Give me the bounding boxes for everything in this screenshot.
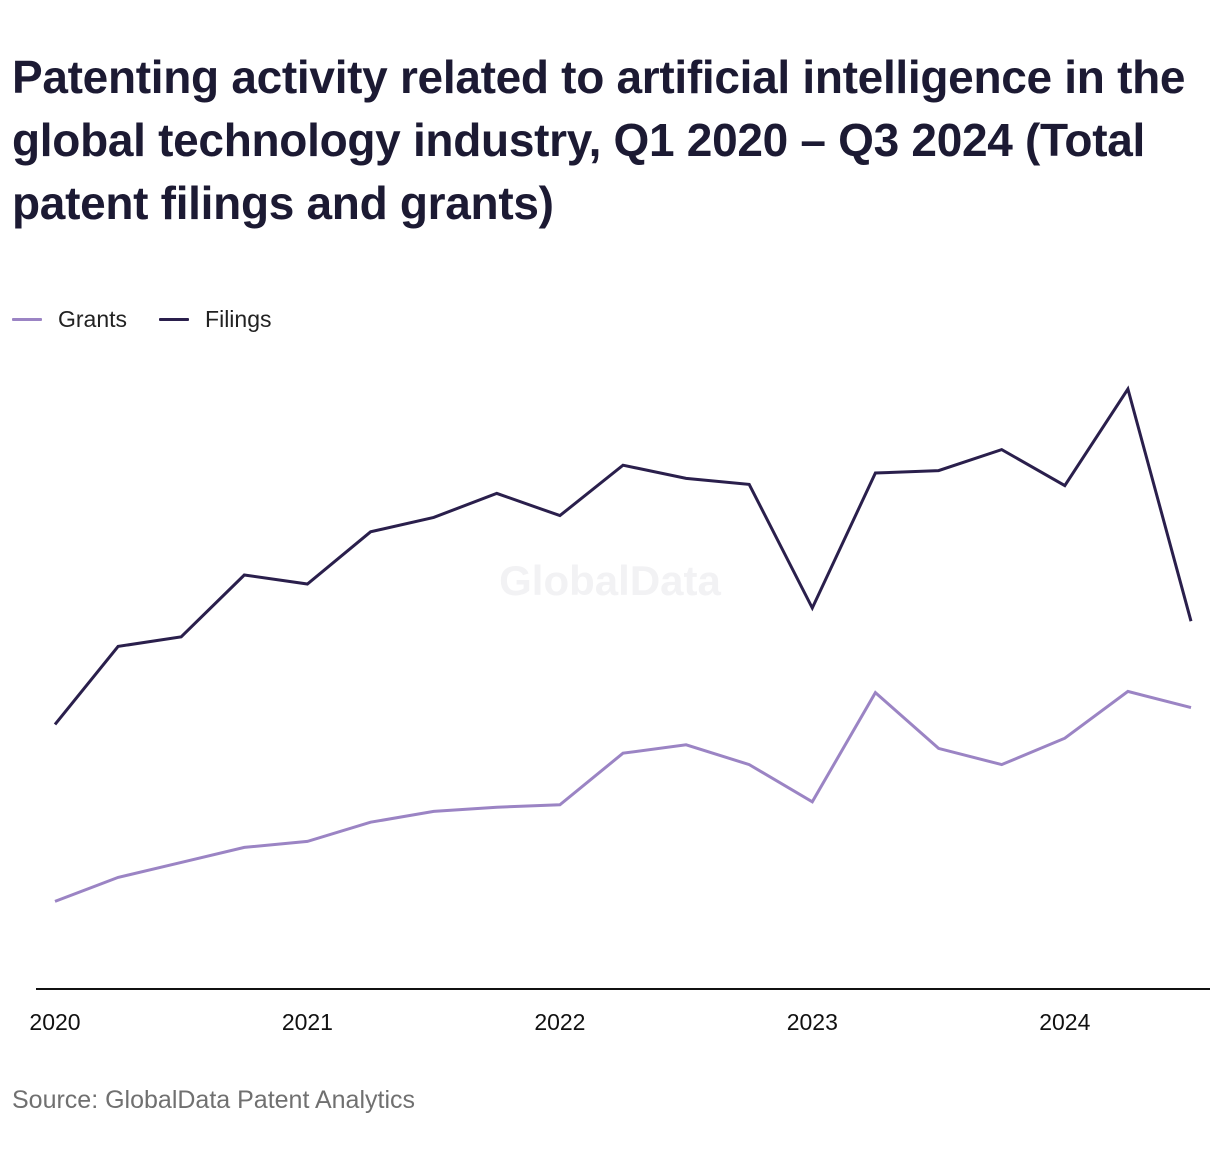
legend-item-grants: Grants <box>12 306 127 333</box>
legend-swatch-grants <box>12 318 42 321</box>
legend-label-grants: Grants <box>58 306 128 332</box>
line-chart: GlobalData 2020 2021 2022 2023 2024 <box>29 385 1210 1035</box>
x-tick-labels: 2020 2021 2022 2023 2024 <box>29 1009 1090 1035</box>
x-tick-label: 2024 <box>1039 1009 1090 1035</box>
source-note: Source: GlobalData Patent Analytics <box>12 1086 416 1114</box>
x-tick-label: 2022 <box>534 1009 585 1035</box>
x-tick-label: 2020 <box>29 1009 80 1035</box>
x-tick-label: 2023 <box>787 1009 838 1035</box>
legend-swatch-filings <box>159 318 190 321</box>
series-layer <box>53 385 1193 903</box>
watermark: GlobalData <box>499 557 721 604</box>
x-tick-label: 2021 <box>282 1009 333 1035</box>
chart-legend: Grants Filings <box>12 306 304 333</box>
legend-label-filings: Filings <box>205 306 272 332</box>
legend-item-filings: Filings <box>159 306 272 333</box>
series-line-grants <box>54 689 1192 903</box>
chart-title: Patenting activity related to artificial… <box>12 51 1186 229</box>
series-line-filings <box>53 385 1193 726</box>
